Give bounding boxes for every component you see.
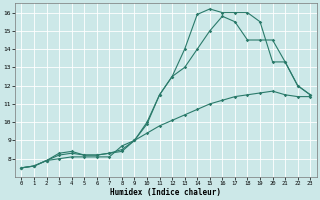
X-axis label: Humidex (Indice chaleur): Humidex (Indice chaleur) [110,188,221,197]
